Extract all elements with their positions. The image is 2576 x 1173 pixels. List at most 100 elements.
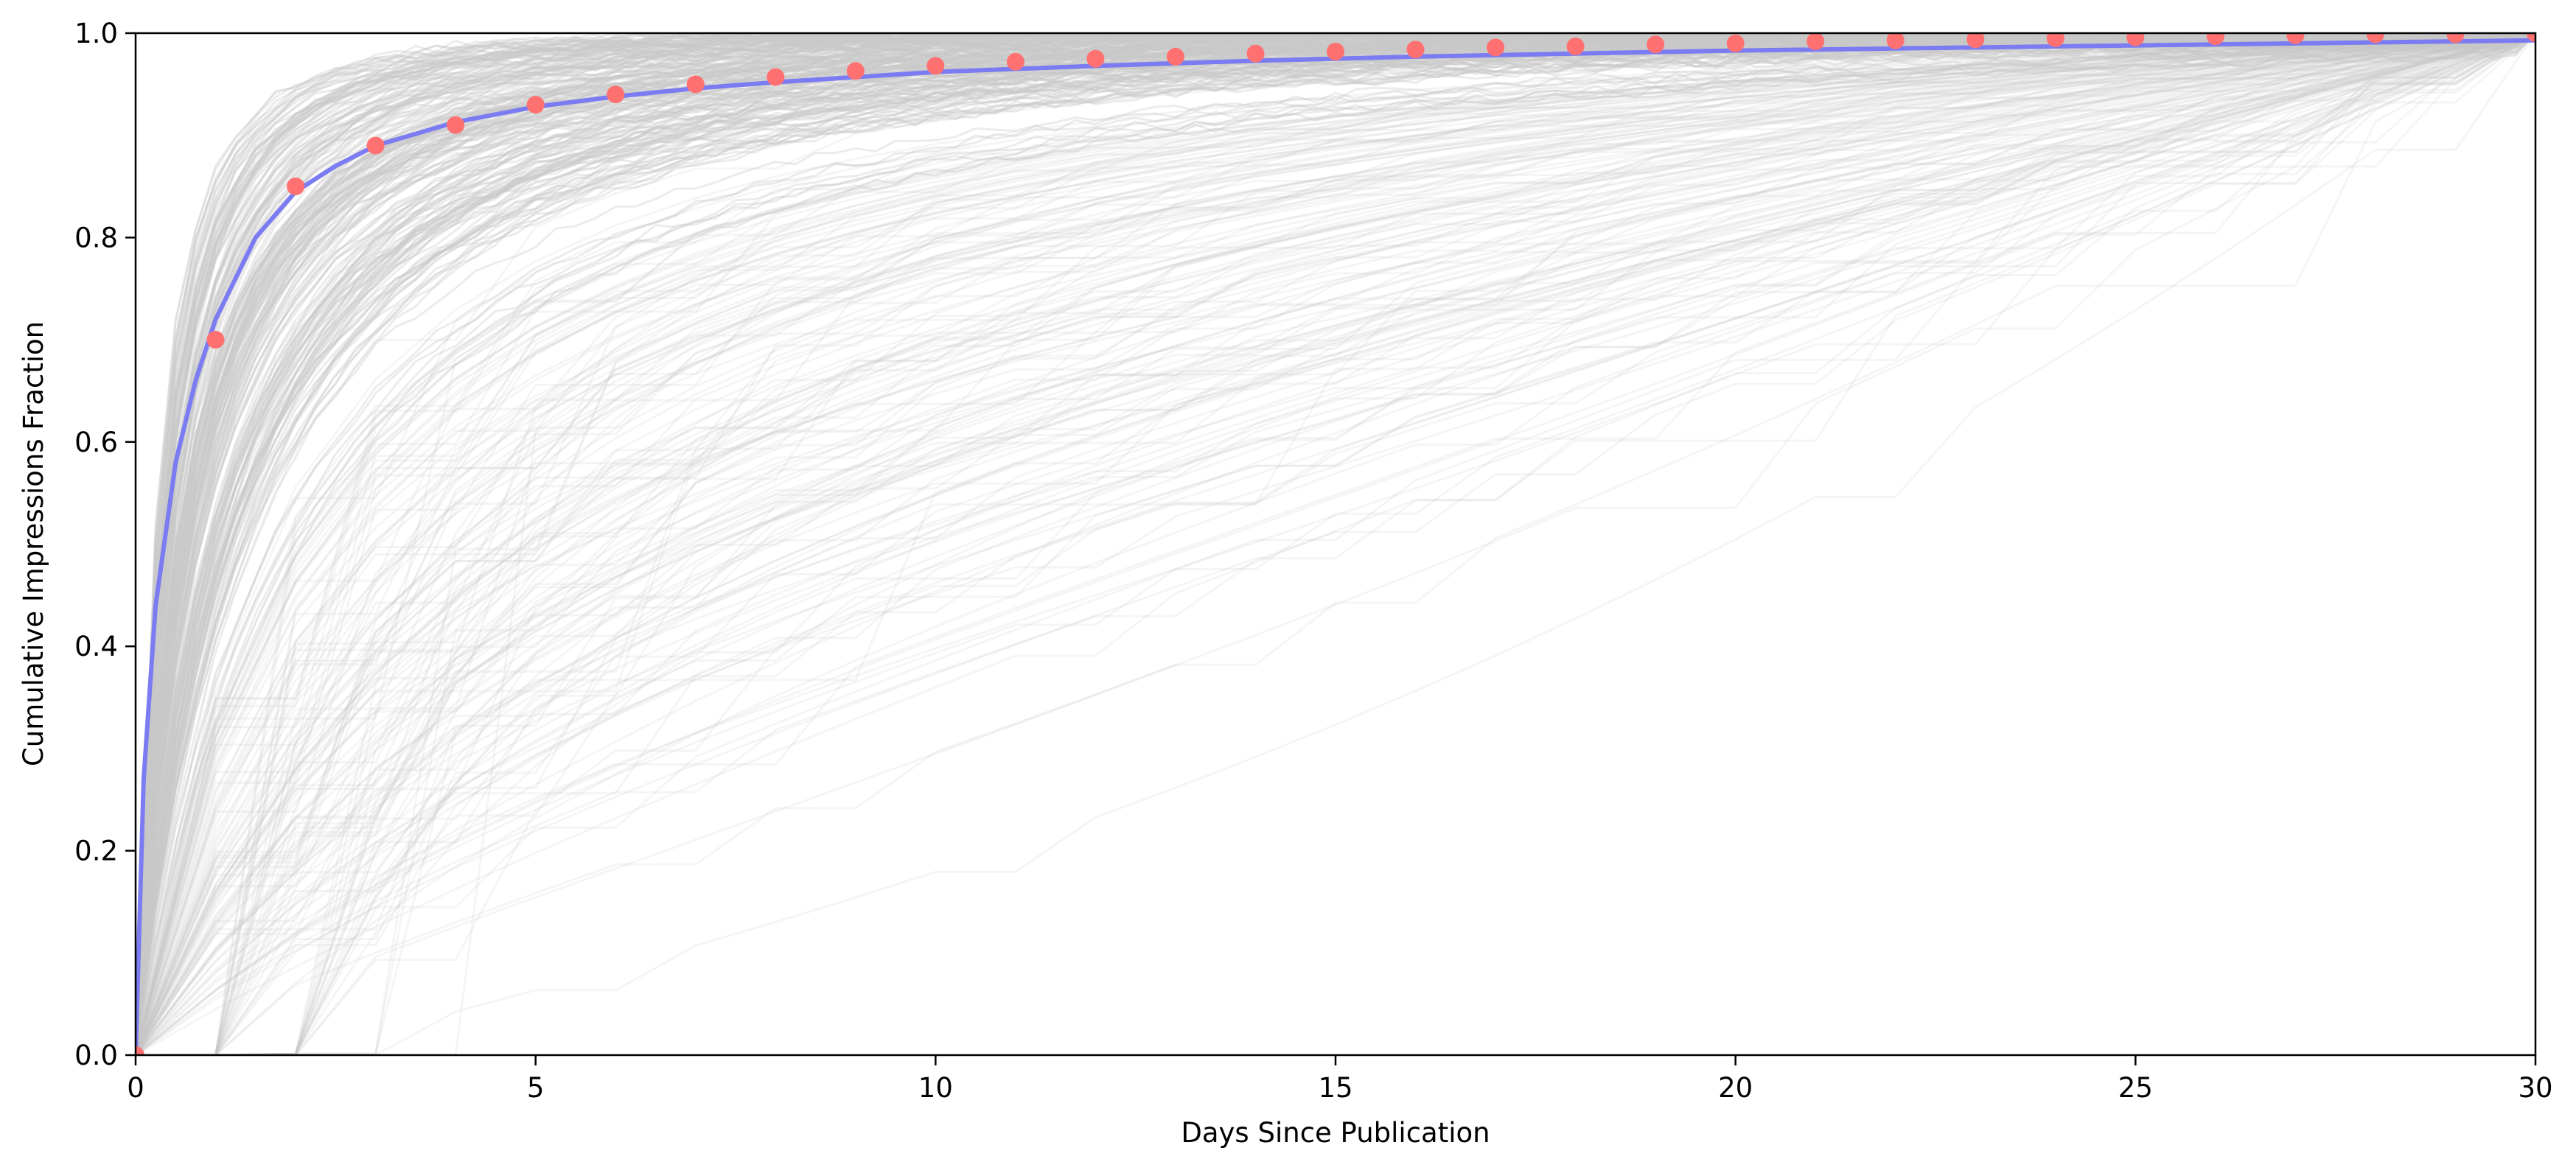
trajectory-line bbox=[136, 33, 2535, 1048]
trajectory-line bbox=[136, 33, 2535, 1055]
trajectory-line bbox=[136, 33, 2535, 1055]
trajectory-line bbox=[136, 33, 2535, 1055]
trajectory-line bbox=[136, 33, 2535, 1055]
trajectory-line bbox=[136, 33, 2535, 1048]
trajectory-line bbox=[136, 33, 2535, 1052]
trajectory-line bbox=[136, 33, 2535, 1055]
trajectory-line bbox=[136, 33, 2535, 1055]
trajectory-line bbox=[136, 33, 2535, 1055]
trajectory-line bbox=[136, 33, 2535, 1055]
trajectory-line bbox=[136, 33, 2535, 1055]
trajectory-line bbox=[136, 33, 2535, 1055]
trajectory-line bbox=[136, 33, 2535, 1055]
trajectory-line bbox=[136, 33, 2535, 1052]
trajectory-line bbox=[136, 33, 2535, 1055]
trajectory-line bbox=[136, 33, 2535, 1055]
trajectory-line bbox=[136, 33, 2535, 1055]
trajectory-line bbox=[136, 33, 2535, 1052]
trajectory-line bbox=[136, 33, 2535, 1051]
trajectory-line bbox=[136, 33, 2535, 1055]
trajectory-line bbox=[136, 33, 2535, 1055]
trajectory-line bbox=[136, 33, 2535, 1055]
trajectory-line bbox=[136, 33, 2535, 1055]
trajectory-line bbox=[136, 33, 2535, 1055]
mean-point bbox=[2527, 33, 2535, 42]
mean-point bbox=[2446, 33, 2465, 43]
trajectory-line bbox=[136, 33, 2535, 1055]
trajectory-line bbox=[136, 33, 2535, 1053]
trajectory-line bbox=[136, 33, 2535, 1055]
trajectory-line bbox=[136, 33, 2535, 1055]
trajectory-line bbox=[136, 33, 2535, 1055]
mean-point bbox=[1487, 38, 1505, 57]
trajectory-line bbox=[136, 33, 2535, 1054]
trajectory-line bbox=[136, 33, 2535, 1055]
trajectory-line bbox=[136, 33, 2535, 1055]
trajectory-line bbox=[136, 33, 2535, 1054]
trajectory-line bbox=[136, 33, 2535, 1055]
trajectory-line bbox=[136, 33, 2535, 1052]
trajectory-line bbox=[136, 33, 2535, 1055]
trajectory-line bbox=[136, 33, 2535, 1054]
trajectory-line bbox=[136, 33, 2535, 1055]
trajectory-line bbox=[136, 33, 2535, 1052]
trajectory-line bbox=[136, 33, 2535, 1047]
trajectory-line bbox=[136, 33, 2535, 1055]
trajectory-line bbox=[136, 33, 2535, 1055]
trajectory-line bbox=[136, 33, 2535, 1051]
trajectory-line bbox=[136, 33, 2535, 1055]
y-tick-label: 0.0 bbox=[74, 1040, 118, 1071]
trajectory-line bbox=[136, 33, 2535, 1054]
trajectory-line bbox=[136, 33, 2535, 1055]
mean-point bbox=[767, 68, 785, 86]
x-tick-label: 25 bbox=[2118, 1072, 2153, 1104]
trajectory-line bbox=[136, 33, 2535, 1055]
mean-point bbox=[1726, 34, 1745, 52]
y-axis-ticks: 0.0 0.2 0.4 0.6 0.8 1.0 bbox=[74, 18, 136, 1071]
trajectory-line bbox=[136, 33, 2535, 1055]
trajectory-line bbox=[136, 33, 2535, 1054]
trajectory-line bbox=[136, 33, 2535, 1055]
trajectory-line bbox=[136, 33, 2535, 1050]
trajectory-line bbox=[136, 33, 2535, 1048]
trajectory-line bbox=[136, 33, 2535, 1055]
trajectory-line bbox=[136, 33, 2535, 1055]
mean-point bbox=[1647, 35, 1665, 54]
x-tick-label: 5 bbox=[527, 1072, 545, 1104]
trajectory-line bbox=[136, 33, 2535, 1055]
trajectory-line bbox=[136, 33, 2535, 1055]
trajectory-line bbox=[136, 33, 2535, 1055]
trajectory-line bbox=[136, 33, 2535, 1048]
trajectory-line bbox=[136, 33, 2535, 1055]
trajectory-line bbox=[136, 33, 2535, 1055]
mean-point bbox=[1086, 49, 1105, 68]
trajectory-line bbox=[136, 33, 2535, 1055]
trajectory-line bbox=[136, 33, 2535, 1055]
trajectory-line bbox=[136, 33, 2535, 1055]
trajectory-line bbox=[136, 33, 2535, 1055]
trajectory-line bbox=[136, 33, 2535, 1055]
trajectory-line bbox=[136, 33, 2535, 1055]
trajectory-line bbox=[136, 33, 2535, 1055]
trajectory-line bbox=[136, 33, 2535, 1055]
trajectory-line bbox=[136, 33, 2535, 1055]
trajectory-line bbox=[136, 33, 2535, 1055]
trajectory-line bbox=[136, 33, 2535, 1046]
trajectory-line bbox=[136, 33, 2535, 1055]
trajectory-line bbox=[136, 33, 2535, 1055]
x-tick-label: 0 bbox=[127, 1072, 144, 1104]
trajectory-line bbox=[136, 33, 2535, 1055]
trajectory-line bbox=[136, 33, 2535, 1046]
trajectory-line bbox=[136, 33, 2535, 1051]
trajectory-line bbox=[136, 33, 2535, 1055]
trajectory-line bbox=[136, 33, 2535, 1055]
trajectory-line bbox=[136, 33, 2535, 1055]
trajectory-line bbox=[136, 33, 2535, 1054]
trajectory-line bbox=[136, 33, 2535, 1055]
trajectory-line bbox=[136, 33, 2535, 1055]
trajectory-line bbox=[136, 33, 2535, 1055]
trajectory-line bbox=[136, 33, 2535, 1055]
trajectory-line bbox=[136, 33, 2535, 1055]
trajectory-line bbox=[136, 33, 2535, 1055]
trajectory-line bbox=[136, 33, 2535, 1055]
